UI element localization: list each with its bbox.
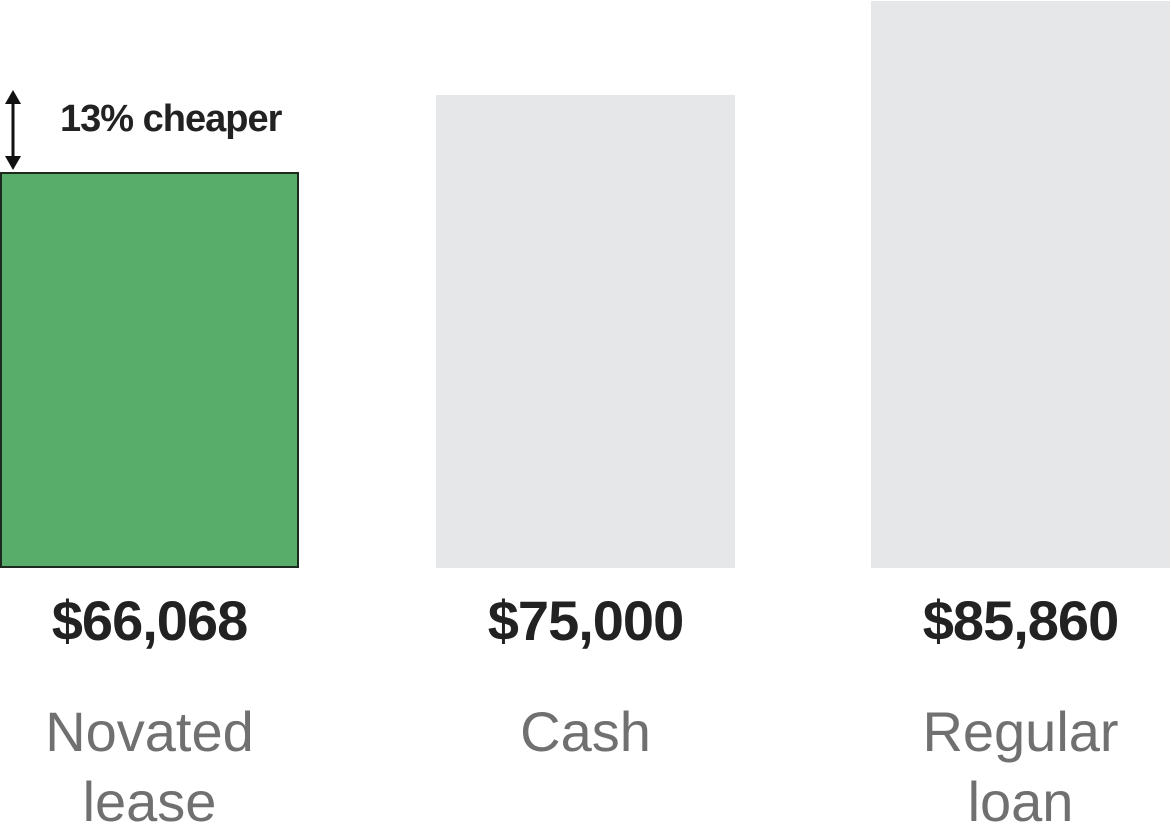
difference-arrow — [5, 90, 21, 170]
annotation: 13% cheaper — [60, 98, 282, 140]
bar — [0, 171, 299, 568]
value-label: $85,860 — [922, 589, 1119, 652]
x-tick-label: Regular loan — [922, 700, 1119, 833]
bar — [436, 94, 735, 568]
x-tick-label: Cash — [520, 700, 651, 763]
x-tick-label: Novated lease — [45, 700, 254, 833]
value-label: $66,068 — [51, 589, 248, 652]
value-label: $75,000 — [487, 589, 684, 652]
bar — [871, 1, 1170, 568]
